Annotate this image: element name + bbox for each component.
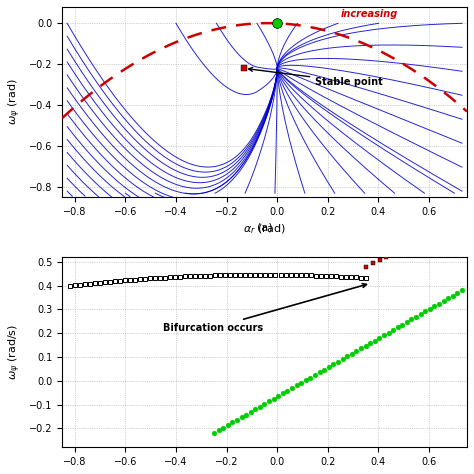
Y-axis label: $\omega_\psi$ (rad/s): $\omega_\psi$ (rad/s)	[7, 324, 23, 380]
Text: (a): (a)	[257, 222, 273, 232]
Y-axis label: $\omega_\psi$ (rad): $\omega_\psi$ (rad)	[7, 79, 23, 126]
X-axis label: $\alpha_r$ (rad): $\alpha_r$ (rad)	[243, 223, 286, 236]
Text: Stable point: Stable point	[249, 67, 383, 87]
Text: Bifurcation occurs: Bifurcation occurs	[164, 283, 366, 333]
Text: increasing: increasing	[340, 9, 398, 19]
